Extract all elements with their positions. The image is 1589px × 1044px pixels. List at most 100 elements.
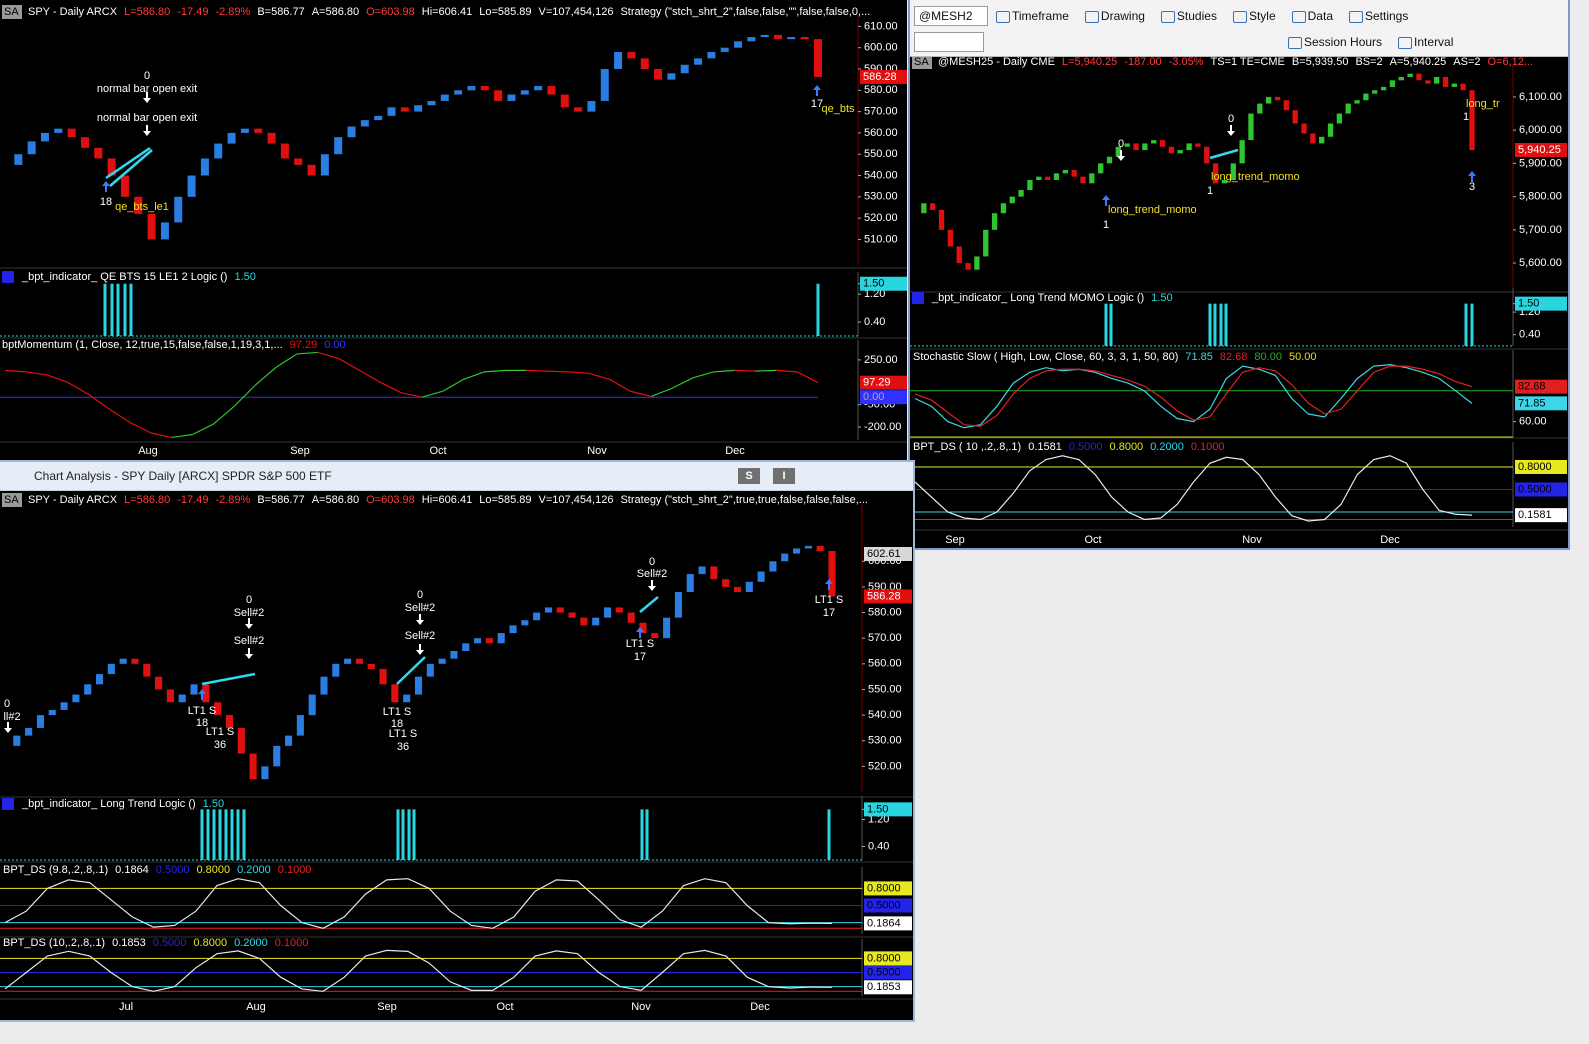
chart: SA @MESH25 - Daily CME L=5,940.25 -187.00 -3…: [910, 55, 1568, 546]
candle: [600, 69, 609, 101]
candle: [1133, 143, 1139, 151]
title-bar: Chart Analysis - SPY Daily [ARCX] SPDR S…: [0, 462, 913, 491]
input-box[interactable]: [914, 32, 984, 52]
candle: [745, 581, 753, 593]
x-tick-label: Nov: [1242, 534, 1262, 546]
toolbar-button[interactable]: S: [738, 468, 760, 484]
y-tick-label: 580.00: [864, 84, 898, 96]
signal-label: long_trend_momo: [1211, 171, 1300, 183]
y-tick-label: 610.00: [864, 20, 898, 32]
candle: [587, 100, 596, 112]
candle: [54, 128, 63, 133]
candle: [187, 175, 196, 197]
axis-value-label: 586.28: [863, 71, 897, 83]
indicator-bar: [103, 283, 107, 336]
candle: [120, 175, 129, 197]
candle: [403, 694, 411, 703]
signal-line: [1209, 148, 1239, 160]
indicator-bar: [816, 283, 820, 336]
momentum-segment: [671, 377, 694, 389]
candle: [804, 545, 812, 549]
candle: [1168, 146, 1175, 154]
x-tick-label: Nov: [631, 1001, 651, 1013]
legend-item: Hi=606.41: [422, 494, 472, 506]
candle: [1363, 93, 1369, 101]
candle: [1310, 133, 1316, 144]
legend-item: 0.5000: [153, 937, 187, 949]
menu-item[interactable]: Drawing: [1083, 7, 1153, 25]
momentum-segment: [25, 371, 47, 376]
menu-item[interactable]: Timeframe: [994, 7, 1077, 25]
indicator-bar: [1208, 303, 1212, 346]
signal-label: 17: [634, 651, 646, 663]
candle: [1089, 173, 1095, 184]
candle: [107, 158, 116, 176]
toolbar-button[interactable]: I: [773, 468, 795, 484]
y-tick-label: 520.00: [868, 760, 902, 772]
candle: [1389, 80, 1396, 87]
toolbar: @MESH2 Timeframe Drawing Studies Style D…: [910, 0, 1568, 57]
axis-value-label: 71.85: [1518, 397, 1546, 409]
candle: [147, 213, 156, 240]
candle: [1327, 123, 1334, 137]
legend: BPT_DS ( 10 ,.2,.8,.1) 0.1581 0.5000 0.8000…: [913, 441, 1225, 453]
signal-label: Sell#2: [234, 635, 265, 647]
signal-arrow: [1102, 195, 1110, 206]
candle: [438, 658, 446, 664]
candle: [202, 684, 210, 703]
candle: [237, 727, 245, 754]
momentum-segment: [254, 366, 277, 386]
toolbar-row: @MESH2 Timeframe Drawing Studies Style D…: [910, 2, 1416, 30]
momentum-segment: [692, 371, 714, 379]
signal-label: ll#2: [3, 711, 20, 723]
candle: [1159, 140, 1166, 147]
momentum-segment: [338, 357, 360, 371]
momentum-segment: [379, 381, 402, 394]
menu-item[interactable]: Data: [1290, 7, 1341, 25]
candle: [1354, 100, 1360, 104]
axis-value-box: [860, 69, 907, 84]
y-tick-label: 60.00: [1519, 416, 1547, 428]
candle: [374, 115, 383, 121]
candle: [828, 551, 836, 597]
candle: [1212, 163, 1219, 184]
legend-item: A=5,940.25: [1390, 56, 1447, 68]
menu-item[interactable]: Settings: [1347, 7, 1416, 25]
menu-item[interactable]: Session Hours: [1286, 33, 1390, 51]
candle: [1248, 113, 1254, 141]
signal-label: 0: [246, 594, 252, 606]
symbol-box[interactable]: @MESH2: [914, 6, 988, 26]
axis-value-label: 0.1853: [867, 981, 901, 993]
signal-label: Sell#2: [405, 602, 436, 614]
y-tick-label: 540.00: [864, 169, 898, 181]
menu-item[interactable]: Studies: [1159, 7, 1225, 25]
legend-item: B=5,939.50: [1292, 56, 1349, 68]
toolbar-row: Session Hours Interval: [910, 28, 1461, 56]
signal-label: 17: [811, 98, 823, 110]
axis-value-box: [860, 390, 907, 405]
menu-item[interactable]: Interval: [1396, 33, 1461, 51]
candle: [40, 132, 49, 142]
menu-item[interactable]: Style: [1231, 7, 1284, 25]
y-tick-label: 530.00: [864, 191, 898, 203]
y-tick-label: 570.00: [868, 632, 902, 644]
candle: [294, 158, 303, 165]
signal-arrow: [198, 689, 206, 700]
legend-item: 0.2000: [1150, 441, 1184, 453]
legend-item: 0.8000: [196, 864, 230, 876]
momentum-segment: [129, 422, 152, 434]
signal-label: LT1 S: [188, 705, 217, 717]
signal-label: 17: [823, 607, 835, 619]
badge-label: SA: [4, 494, 19, 506]
indicator-bar: [110, 283, 114, 336]
candle: [663, 617, 671, 639]
candle: [1283, 100, 1289, 111]
momentum-segment: [400, 392, 423, 398]
x-tick-label: Dec: [1380, 534, 1400, 546]
axis-value-box: [864, 802, 912, 817]
candle: [261, 766, 269, 780]
chart: SA SPY - Daily ARCX L=586.80 -17.49 -2.89% B=…: [0, 493, 913, 1013]
candle: [707, 51, 716, 59]
momentum-segment: [630, 390, 652, 398]
